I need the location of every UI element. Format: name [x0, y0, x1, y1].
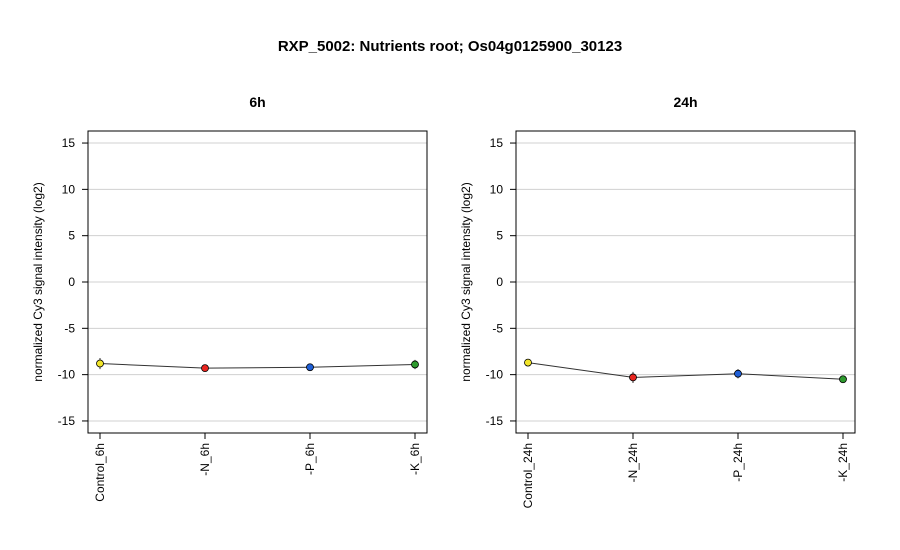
y-tick-label: -15 [486, 414, 504, 428]
x-tick-label: -N_24h [626, 443, 640, 482]
y-tick-label: 15 [490, 136, 504, 150]
y-tick-label: 5 [496, 229, 503, 243]
panel-title: 6h [249, 94, 265, 110]
data-point [839, 375, 847, 384]
data-point [96, 359, 104, 368]
data-point [201, 364, 209, 373]
y-tick-label: -5 [64, 321, 75, 335]
y-axis-label: normalized Cy3 signal intensity (log2) [31, 182, 45, 381]
x-tick-label: -N_6h [198, 443, 212, 476]
y-tick-label: -15 [58, 414, 76, 428]
main-title: RXP_5002: Nutrients root; Os04g0125900_3… [277, 38, 623, 55]
chart-panel-2: 24h 15 10 5 0 -5 -10 -15 normalized Cy3 signal i… [459, 94, 856, 508]
y-tick-label: 10 [62, 182, 76, 196]
x-tick-label: Control_24h [521, 443, 535, 508]
data-point [629, 373, 637, 382]
y-tick-label: -10 [486, 368, 504, 382]
y-tick-label: 15 [62, 136, 76, 150]
y-axis-label: normalized Cy3 signal intensity (log2) [459, 182, 473, 381]
y-tick-label: 0 [496, 275, 503, 289]
y-tick-label: 5 [68, 229, 75, 243]
data-point [734, 369, 742, 378]
y-tick-label: -10 [58, 368, 76, 382]
series-line [527, 362, 844, 380]
data-point [411, 360, 419, 369]
y-tick-label: 10 [490, 182, 504, 196]
y-tick-label: 0 [68, 275, 75, 289]
panel-title: 24h [673, 94, 697, 110]
x-tick-label: -P_6h [303, 443, 317, 475]
x-tick-label: -K_24h [836, 443, 850, 482]
data-point [306, 363, 314, 372]
chart-panel-1: 6h 15 10 5 0 -5 -10 -15 normalized Cy3 signal in… [31, 94, 428, 502]
series-line [99, 363, 416, 369]
data-point [524, 358, 532, 367]
x-tick-label: -P_24h [731, 443, 745, 482]
x-tick-label: Control_6h [93, 443, 107, 502]
x-tick-label: -K_6h [408, 443, 422, 475]
y-tick-label: -5 [492, 321, 503, 335]
